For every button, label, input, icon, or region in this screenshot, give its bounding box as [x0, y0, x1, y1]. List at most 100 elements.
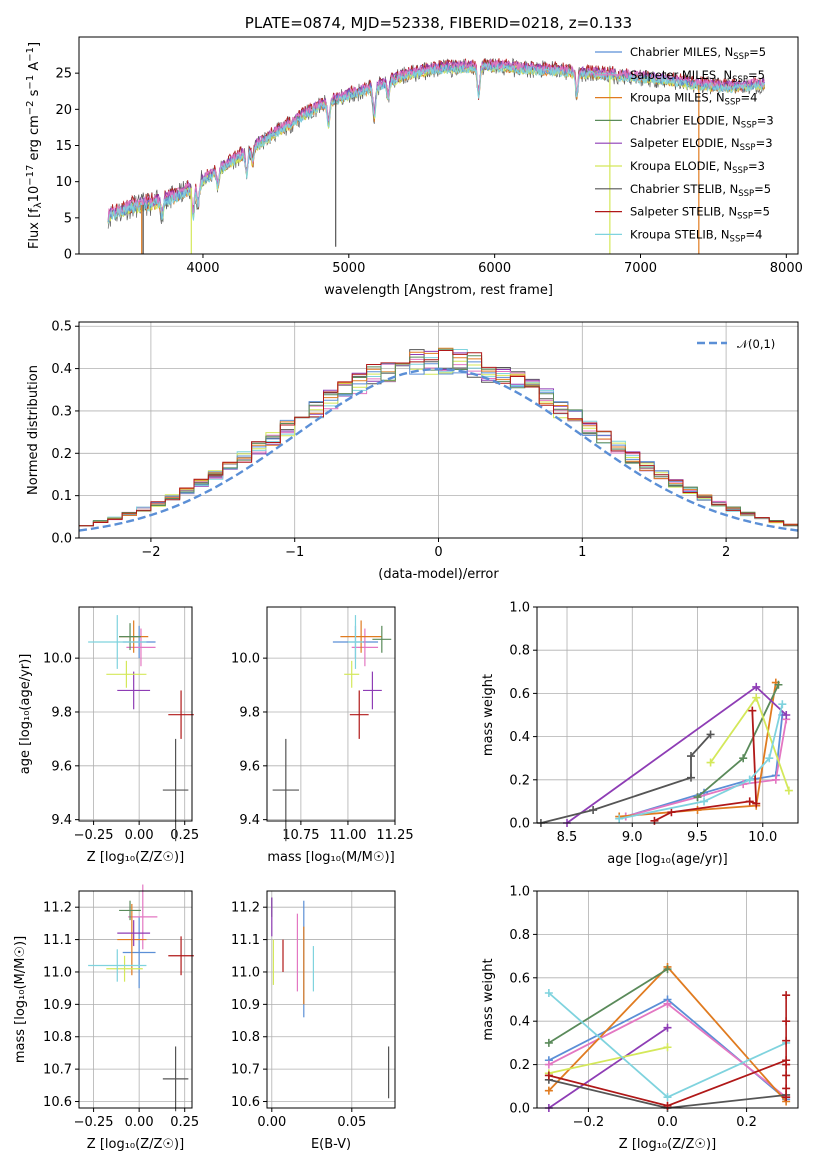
x-axis-label: (data-model)/error — [378, 567, 499, 582]
series-marker — [739, 754, 748, 763]
y-tick-label: 10.8 — [43, 1030, 72, 1045]
y-tick-label: 10.0 — [231, 652, 260, 667]
y-tick-label: 0.2 — [509, 773, 530, 788]
series-marker — [706, 730, 715, 739]
x-tick-label: 0.25 — [170, 828, 199, 843]
x-tick-label: −2 — [141, 545, 160, 560]
y-axis-label: age [log₁₀(age/yr)] — [18, 654, 33, 775]
x-axis-label: Z [log₁₀(Z/Z☉)] — [619, 1137, 716, 1152]
axes-frame — [78, 890, 193, 1109]
x-tick-label: −0.2 — [573, 1115, 605, 1130]
x-tick-label: 0.00 — [125, 1115, 154, 1130]
x-axis-label: Z [log₁₀(Z/Z☉)] — [87, 850, 184, 865]
y-tick-label: 10.7 — [43, 1063, 72, 1078]
series-marker — [663, 1023, 672, 1032]
series-marker — [782, 1036, 791, 1045]
y-tick-label: 20 — [55, 103, 72, 118]
series-marker — [752, 682, 761, 691]
y-tick-label: 5 — [64, 211, 72, 226]
legend-entry: Chabrier STELIB, NSSP=5 — [630, 182, 771, 199]
axes-frame — [266, 606, 396, 822]
y-tick-label: 10.9 — [231, 998, 260, 1013]
x-tick-label: 5000 — [332, 261, 365, 276]
panel-histogram: −2 −1 0 1 2 0.0 0.1 0.2 0.3 0.4 0.5 (data-model)/er… — [26, 320, 799, 582]
y-tick-label: 0.0 — [509, 817, 530, 832]
x-axis-label: wavelength [Angstrom, rest frame] — [324, 283, 553, 298]
y-tick-label: 10.8 — [231, 1030, 260, 1045]
y-tick-label: 9.4 — [239, 813, 260, 828]
series-marker — [700, 797, 709, 806]
x-axis-label: mass [log₁₀(M/M☉)] — [267, 850, 394, 865]
y-tick-label: 0.8 — [509, 644, 530, 659]
series-marker — [544, 1060, 553, 1069]
series-marker — [663, 999, 672, 1008]
series-marker — [544, 1086, 553, 1095]
y-tick-label: 0.0 — [509, 1102, 530, 1117]
x-tick-label: −1 — [285, 545, 304, 560]
series-marker — [782, 1084, 791, 1093]
panel-mass-weight-vs-age: 8.5 9.0 9.5 10.0 0.0 0.2 0.4 0.6 0.8 1.0 age [log₁… — [481, 601, 799, 867]
y-tick-label: 0 — [64, 248, 72, 263]
legend-entry: Chabrier ELODIE, NSSP=3 — [630, 113, 774, 130]
y-tick-label: 9.8 — [239, 705, 260, 720]
y-tick-label: 0.8 — [509, 928, 530, 943]
series-marker — [782, 1093, 791, 1102]
y-tick-label: 10 — [55, 175, 72, 190]
series-marker — [748, 706, 757, 715]
y-tick-label: 0.0 — [51, 532, 72, 547]
axes-frame — [266, 890, 396, 1109]
legend-entry: 𝒩(0,1) — [737, 337, 775, 351]
series-marker — [774, 680, 783, 689]
x-axis-label: age [log₁₀(age/yr)] — [607, 852, 728, 867]
histogram-step — [79, 347, 798, 527]
x-tick-label: −0.25 — [74, 828, 114, 843]
series-marker — [782, 1060, 791, 1069]
y-tick-label: 9.8 — [51, 705, 72, 720]
y-tick-label: 0.2 — [51, 447, 72, 462]
y-tick-label: 10.7 — [231, 1063, 260, 1078]
y-tick-label: 11.2 — [231, 901, 260, 916]
series-marker — [782, 991, 791, 1000]
panel-mass-vs-E(B-V): 0.00 0.05 10.6 10.7 10.8 10.9 11.0 11.1 11.2 E(B-… — [231, 890, 396, 1152]
y-tick-label: 1.0 — [509, 601, 530, 616]
series-marker — [784, 786, 793, 795]
series-marker — [706, 758, 715, 767]
panel-line: PLATE=0874, MJD=52338, FIBERID=0218, z=0… — [25, 14, 803, 298]
series-marker — [693, 806, 702, 815]
series-line — [619, 682, 777, 818]
x-tick-label: 9.5 — [687, 830, 708, 845]
axes-frame — [536, 606, 799, 824]
series-marker — [778, 700, 787, 709]
y-axis-label: Flux [fλ10−17 erg cm−2 s−1 A−1] — [25, 42, 44, 249]
x-tick-label: 0.00 — [257, 1115, 286, 1130]
y-tick-label: 11.0 — [231, 965, 260, 980]
axes-frame — [78, 36, 799, 255]
y-axis-label: Normed distribution — [26, 365, 41, 495]
legend-entry: Kroupa STELIB, NSSP=4 — [630, 227, 762, 244]
x-tick-label: −0.25 — [74, 1115, 114, 1130]
y-tick-label: 9.6 — [239, 759, 260, 774]
axes-frame — [536, 890, 799, 1109]
x-tick-label: 2 — [722, 545, 730, 560]
series-marker — [544, 988, 553, 997]
y-axis-label: mass weight — [481, 674, 496, 756]
axes-frame — [78, 606, 193, 822]
x-tick-label: 9.0 — [622, 830, 643, 845]
y-tick-label: 25 — [55, 67, 72, 82]
y-tick-label: 0.6 — [509, 971, 530, 986]
panel-age-vs-Z: −0.25 0.00 0.25 9.4 9.6 9.8 10.0 Z [log₁₀(Z/Z☉)… — [18, 606, 199, 865]
series-marker — [752, 693, 761, 702]
legend-entry: Salpeter ELODIE, NSSP=3 — [630, 136, 773, 153]
x-tick-label: 6000 — [478, 261, 511, 276]
series-marker — [765, 754, 774, 763]
series-marker — [663, 1093, 672, 1102]
y-tick-label: 0.6 — [509, 687, 530, 702]
y-tick-label: 0.2 — [509, 1058, 530, 1073]
series-marker — [686, 773, 695, 782]
y-tick-label: 11.2 — [43, 901, 72, 916]
x-tick-label: 0.2 — [736, 1115, 757, 1130]
y-axis-label: mass weight — [481, 958, 496, 1040]
series-marker — [544, 1038, 553, 1047]
legend-entry: Salpeter STELIB, NSSP=5 — [630, 205, 770, 222]
